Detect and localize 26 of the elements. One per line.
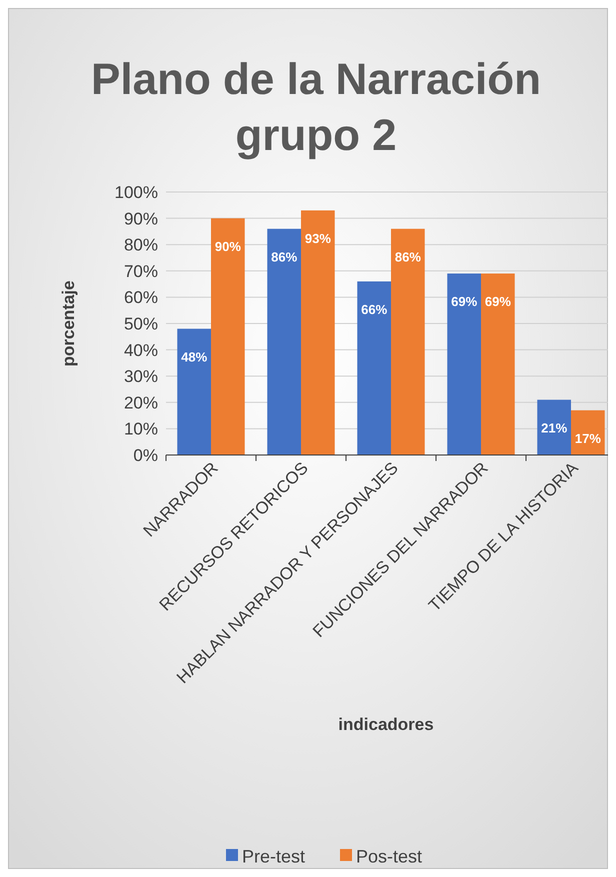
y-tick-label: 40%: [124, 340, 158, 360]
legend-label: Pre-test: [242, 846, 306, 866]
y-tick-label: 10%: [124, 420, 158, 439]
data-label: 69%: [451, 294, 478, 310]
y-tick-label: 90%: [124, 209, 158, 228]
y-tick-label: 20%: [124, 393, 158, 412]
data-label: 17%: [574, 430, 602, 446]
chart-title: Plano de la Narración grupo 2: [91, 55, 541, 160]
y-tick-label: 30%: [124, 367, 158, 386]
y-tick-label: 70%: [124, 262, 158, 281]
data-label: 86%: [394, 249, 422, 264]
y-tick-label: 80%: [124, 236, 158, 255]
data-label: 66%: [361, 302, 388, 317]
y-tick-label: 0%: [133, 446, 158, 465]
data-label: 90%: [214, 238, 242, 254]
data-label: 86%: [271, 249, 298, 264]
y-tick-label: 50%: [124, 314, 158, 334]
data-label: 48%: [181, 349, 208, 364]
data-label: 21%: [541, 420, 568, 436]
y-tick-label: 100%: [114, 182, 158, 202]
data-label: 69%: [484, 294, 512, 310]
y-axis-title: porcentaje: [59, 280, 78, 366]
data-label: 93%: [304, 230, 332, 246]
legend-label: Pos-test: [356, 846, 422, 866]
x-axis-title: indicadores: [338, 715, 434, 734]
y-tick-label: 60%: [124, 288, 158, 308]
